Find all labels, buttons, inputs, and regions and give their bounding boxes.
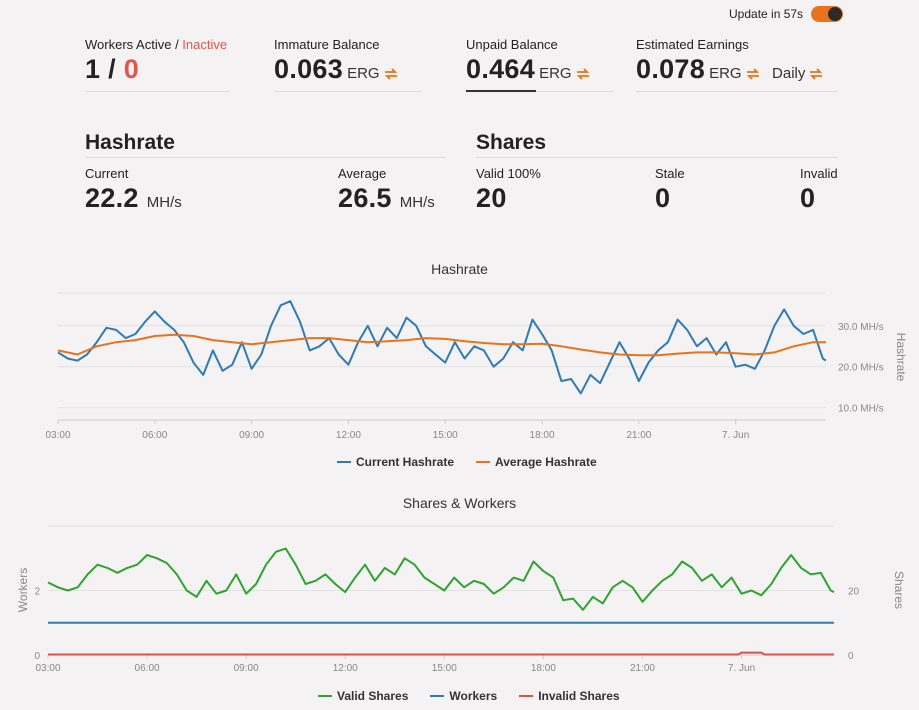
current-hashrate-label: Current	[85, 166, 129, 181]
hashrate-chart: 10.0 MH/s 20.0 MH/s 30.0 MH/s 03:00 06:00 09:…	[45, 292, 908, 441]
legend-label: Workers	[449, 689, 498, 703]
current-hashrate: 22.2 MH/s	[85, 183, 182, 214]
workers-value-separator: /	[100, 54, 124, 84]
stale-shares-label: Stale	[655, 166, 685, 181]
x-tick-label: 09:00	[239, 430, 264, 441]
swap-period-icon[interactable]	[809, 68, 823, 80]
y-axis-label-right: Shares	[892, 571, 906, 609]
y-tick-label-right: 0	[848, 651, 854, 662]
divider	[85, 91, 230, 92]
auto-update-control: Update in 57s	[729, 6, 844, 22]
legend-valid-shares[interactable]: Valid Shares	[318, 689, 408, 703]
workers-label-separator: /	[171, 37, 183, 52]
legend-label: Valid Shares	[337, 689, 409, 703]
stale-shares-value: 0	[655, 183, 671, 213]
average-hashrate-line	[57, 333, 826, 357]
x-tick-label: 18:00	[531, 663, 556, 674]
x-tick-label: 03:00	[45, 430, 70, 441]
auto-update-toggle[interactable]	[811, 6, 844, 22]
divider	[85, 157, 446, 158]
legend-average-hashrate[interactable]: Average Hashrate	[476, 455, 597, 469]
valid-shares-line	[47, 547, 835, 611]
workers-value: 1 / 0	[85, 54, 230, 85]
y-axis-label-left: Workers	[16, 568, 30, 612]
average-hashrate-unit: MH/s	[399, 194, 435, 211]
unpaid-balance-label: Unpaid Balance	[466, 37, 558, 52]
y-tick-label-right: 20	[848, 587, 860, 598]
estimated-earnings-value: 0.078	[636, 54, 706, 84]
workers-active-text: Workers Active	[85, 37, 172, 52]
swap-currency-icon[interactable]	[746, 68, 760, 80]
swap-currency-icon[interactable]	[384, 68, 398, 80]
immature-balance-value: 0.063	[274, 54, 344, 84]
x-tick-label: 06:00	[135, 663, 160, 674]
estimated-earnings-stat: Estimated Earnings 0.078 ERG Daily	[636, 37, 838, 92]
y-tick-label-left: 2	[34, 587, 40, 598]
x-tick-label: 06:00	[142, 430, 167, 441]
legend-current-hashrate[interactable]: Current Hashrate	[337, 455, 454, 469]
valid-shares-value: 20	[476, 183, 507, 213]
y-tick-label: 30.0 MH/s	[838, 322, 884, 333]
y-tick-label-left: 0	[34, 651, 40, 662]
toggle-knob	[828, 7, 843, 21]
y-tick-label: 20.0 MH/s	[838, 363, 884, 374]
inactive-text: Inactive	[182, 37, 228, 52]
average-hashrate-value: 26.5	[338, 183, 392, 213]
valid-shares-label: Valid 100%	[476, 166, 541, 181]
workers-inactive-count: 0	[123, 54, 140, 84]
current-hashrate-line	[57, 300, 827, 395]
divider	[636, 91, 838, 92]
x-tick-label: 15:00	[432, 663, 457, 674]
x-tick-label: 12:00	[336, 430, 361, 441]
invalid-shares-line	[48, 651, 834, 656]
hashrate-chart-legend: Current Hashrate Average Hashrate	[337, 455, 619, 469]
x-tick-label: 21:00	[626, 430, 651, 441]
invalid-shares-value: 0	[800, 183, 816, 213]
unpaid-balance-value: 0.464	[466, 54, 536, 84]
hashrate-section-title: Hashrate	[85, 131, 175, 154]
workers-active-count: 1	[85, 54, 101, 84]
hashrate-chart-title: Hashrate	[431, 261, 488, 277]
estimated-earnings-label: Estimated Earnings	[636, 37, 749, 52]
estimated-earnings-unit: ERG	[709, 65, 742, 82]
y-axis-label: Hashrate	[894, 333, 908, 382]
x-tick-label: 09:00	[234, 663, 259, 674]
update-countdown-label: Update in 57s	[729, 7, 804, 21]
x-tick-label: 21:00	[630, 663, 655, 674]
legend-label: Current Hashrate	[356, 455, 455, 469]
shares-section-title: Shares	[476, 131, 547, 154]
x-tick-label: 15:00	[433, 430, 458, 441]
legend-label: Invalid Shares	[538, 689, 620, 703]
x-tick-label: 7. Jun	[722, 430, 749, 441]
legend-invalid-shares[interactable]: Invalid Shares	[519, 689, 620, 703]
current-hashrate-value: 22.2	[85, 183, 139, 213]
x-tick-label: 18:00	[530, 430, 555, 441]
legend-workers[interactable]: Workers	[430, 689, 497, 703]
average-hashrate: 26.5 MH/s	[338, 183, 435, 214]
x-tick-label: 12:00	[333, 663, 358, 674]
immature-balance-stat: Immature Balance 0.063 ERG	[274, 37, 422, 92]
swap-currency-icon[interactable]	[576, 68, 590, 80]
earnings-period-label: Daily	[772, 65, 806, 82]
x-tick-label: 7. Jun	[728, 663, 755, 674]
y-tick-label: 10.0 MH/s	[838, 404, 884, 415]
divider	[476, 157, 838, 158]
invalid-shares-label: Invalid	[800, 166, 838, 181]
shares-chart-legend: Valid Shares Workers Invalid Shares	[318, 689, 642, 703]
unpaid-balance-stat: Unpaid Balance 0.464 ERG	[466, 37, 614, 92]
workers-label: Workers Active / Inactive	[85, 37, 230, 52]
divider	[466, 90, 614, 92]
unpaid-balance-unit: ERG	[539, 65, 572, 82]
x-tick-label: 03:00	[35, 663, 60, 674]
legend-label: Average Hashrate	[495, 455, 597, 469]
workers-stat: Workers Active / Inactive 1 / 0	[85, 37, 230, 92]
immature-balance-label: Immature Balance	[274, 37, 380, 52]
average-hashrate-label: Average	[338, 166, 387, 181]
shares-chart-title: Shares & Workers	[402, 495, 517, 511]
divider	[274, 91, 422, 92]
current-hashrate-unit: MH/s	[146, 194, 182, 211]
immature-balance-unit: ERG	[347, 65, 380, 82]
